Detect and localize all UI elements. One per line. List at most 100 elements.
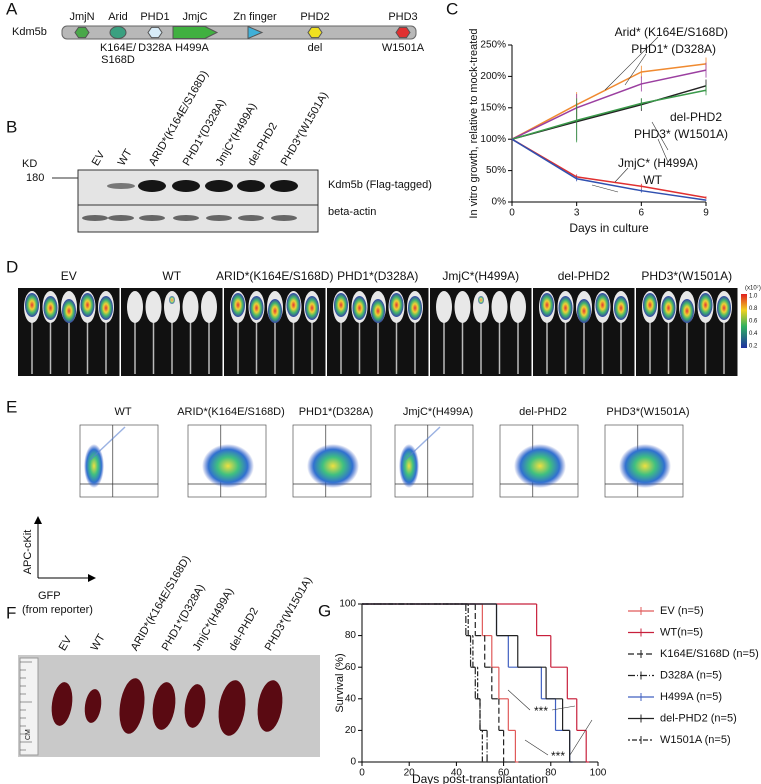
x-tick-label: 6 xyxy=(639,208,645,219)
mouse-body xyxy=(145,291,162,323)
blot-band xyxy=(82,215,108,221)
group-label: ARID*(K164E/S168D) xyxy=(216,269,333,283)
signal xyxy=(595,293,610,317)
scale-label: 0.2 xyxy=(749,344,758,350)
panel-label: A xyxy=(6,0,18,18)
signal xyxy=(25,293,39,317)
signal xyxy=(577,299,591,323)
spleen xyxy=(51,682,73,726)
axis-label: APC-cKit xyxy=(22,530,34,575)
x-tick-label: 20 xyxy=(404,768,416,779)
signal xyxy=(99,296,113,320)
lane-label: EV xyxy=(57,634,75,653)
legend-label: WT(n=5) xyxy=(660,626,703,638)
signal xyxy=(62,299,76,323)
mutation-label: H499A xyxy=(175,42,209,54)
y-tick-label: 200% xyxy=(480,71,506,82)
signal xyxy=(408,296,422,320)
group-label: PHD1*(D328A) xyxy=(299,406,374,418)
mutation-label: D328A xyxy=(138,42,172,54)
lane-label: PHD3*(W1501A) xyxy=(263,575,315,653)
arrow-head xyxy=(34,516,42,524)
marker-label: 180 xyxy=(26,172,44,184)
panel-label: G xyxy=(318,601,331,620)
x-tick-label: 40 xyxy=(451,768,463,779)
blot-band xyxy=(138,180,166,192)
spleen xyxy=(152,682,176,730)
panel-label: E xyxy=(6,397,17,416)
protein-name: Kdm5b xyxy=(12,26,47,38)
arrow-head xyxy=(88,574,96,582)
significance: *** xyxy=(551,749,565,763)
group-label: del-PHD2 xyxy=(558,269,610,283)
lane-label: WT xyxy=(89,632,108,653)
y-tick-label: 0 xyxy=(350,757,356,768)
signal xyxy=(614,296,628,320)
x-axis-title: Days in culture xyxy=(569,221,649,235)
mouse-body xyxy=(454,291,471,323)
domain-shape xyxy=(109,26,127,39)
kd-label: KD xyxy=(22,158,37,170)
blot-band xyxy=(108,215,134,221)
signal xyxy=(80,293,95,317)
group-label: ARID*(K164E/S168D) xyxy=(177,406,285,418)
x-tick-label: 3 xyxy=(574,208,580,219)
leader-line xyxy=(657,138,669,163)
spleen xyxy=(119,678,145,734)
ruler-label: CM xyxy=(25,729,32,740)
signal xyxy=(389,293,404,317)
color-scale xyxy=(741,294,747,348)
domain-shape xyxy=(395,26,411,39)
x-tick-label: 0 xyxy=(509,208,515,219)
blot-band xyxy=(206,215,232,221)
leader-line xyxy=(614,167,629,183)
scale-label: 1.0 xyxy=(749,294,758,300)
group-label: WT xyxy=(114,406,131,418)
domain-shape xyxy=(74,26,90,39)
domain-label: JmjC xyxy=(182,11,207,23)
y-tick-label: 100% xyxy=(480,134,506,145)
series-label: PHD1* (D328A) xyxy=(631,42,716,56)
group-label: EV xyxy=(61,269,77,283)
panel-label: F xyxy=(6,603,16,622)
x-tick-label: 80 xyxy=(545,768,557,779)
leader-line xyxy=(507,689,531,711)
mutation-label: S168D xyxy=(101,54,135,66)
signal xyxy=(249,296,264,320)
mutation-label: W1501A xyxy=(382,42,425,54)
series-line xyxy=(511,89,707,140)
series-label: Arid* (K164E/S168D) xyxy=(615,25,728,39)
lane-label: PHD3*(W1501A) xyxy=(279,90,331,168)
legend-label: D328A (n=5) xyxy=(660,669,722,681)
series-label: PHD3* (W1501A) xyxy=(634,127,728,141)
mouse-body xyxy=(436,291,452,323)
group-label: PHD1*(D328A) xyxy=(337,269,418,283)
signal xyxy=(231,293,245,317)
blot-band xyxy=(107,183,135,189)
spleen xyxy=(184,684,206,728)
y-tick-label: 60 xyxy=(345,662,357,673)
group-label: JmjC*(H499A) xyxy=(403,406,473,418)
x-tick-label: 100 xyxy=(590,768,607,779)
x-tick-label: 0 xyxy=(359,768,365,779)
signal xyxy=(643,293,657,317)
series-label: del-PHD2 xyxy=(670,110,722,124)
y-tick-label: 250% xyxy=(480,40,506,51)
domain-label: Arid xyxy=(108,11,128,23)
mouse-body xyxy=(182,291,199,323)
domain-shape xyxy=(172,26,219,39)
series-line xyxy=(511,138,707,201)
scatter-streak xyxy=(89,426,126,461)
ruler xyxy=(19,657,39,756)
mouse-body xyxy=(491,291,508,323)
lane-label: ARID*(K164E/S168D) xyxy=(129,554,193,653)
leader-line xyxy=(624,53,647,86)
population xyxy=(399,444,419,488)
series-line xyxy=(511,138,707,199)
signal xyxy=(268,299,282,323)
series-line xyxy=(511,69,707,140)
legend-label: del-PHD2 (n=5) xyxy=(660,712,737,724)
signal xyxy=(558,296,573,320)
axis-label: GFP xyxy=(38,590,61,602)
